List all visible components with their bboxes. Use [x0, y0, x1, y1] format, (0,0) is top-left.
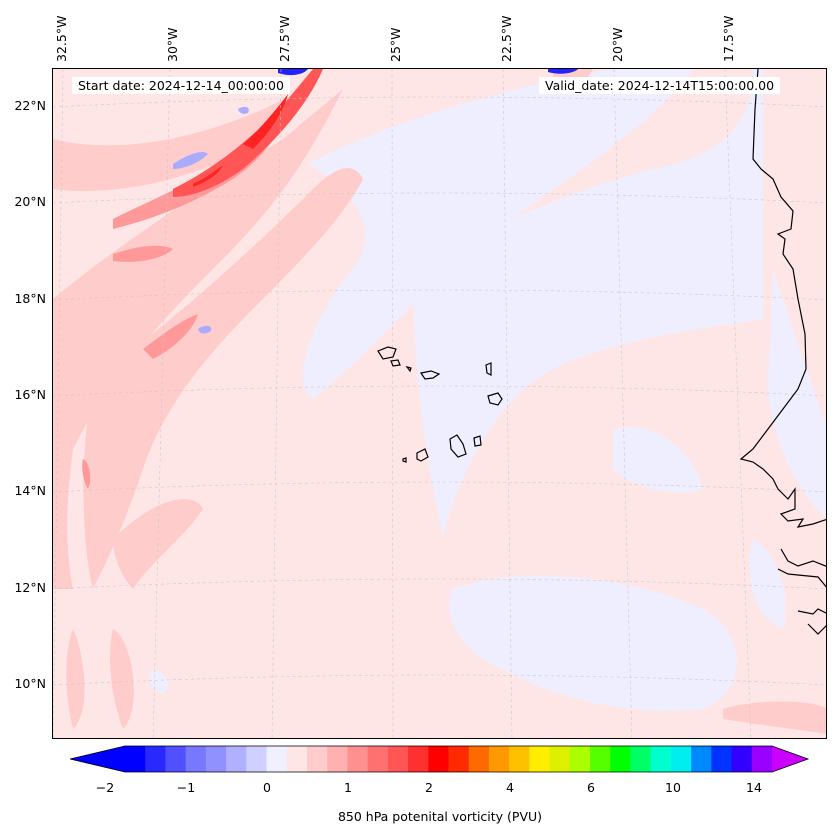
lon-label-20w: 20°W: [610, 27, 625, 62]
lat-label-12n: 12°N: [14, 580, 46, 595]
lat-label-20n: 20°N: [14, 194, 46, 209]
graticule: [53, 69, 826, 738]
colorbar-swatch: [246, 746, 268, 772]
colorbar-swatch: [731, 746, 753, 772]
colorbar-swatch: [691, 746, 712, 772]
colorbar-swatches: [125, 746, 773, 772]
colorbar-tick-2: 2: [425, 780, 433, 795]
lat-label-18n: 18°N: [14, 291, 46, 306]
colorbar-swatch: [205, 746, 227, 772]
colorbar-swatch: [650, 746, 672, 772]
lon-label-22-5w: 22.5°W: [499, 15, 514, 62]
valid-date-label: Valid_date: 2024-12-14T15:00:00.00: [539, 77, 781, 94]
colorbar-tick-neg1: −1: [176, 780, 196, 795]
colorbar-swatch: [327, 746, 348, 772]
pv-field-map: [53, 69, 826, 738]
colorbar-tick-4: 4: [506, 780, 514, 795]
colorbar-label: 850 hPa potenital vorticity (PVU): [337, 809, 543, 824]
colorbar-tick-10: 10: [665, 780, 681, 795]
colorbar-swatch: [549, 746, 571, 772]
colorbar-swatch: [529, 746, 551, 772]
lat-label-10n: 10°N: [14, 676, 46, 691]
strong-red-streak: [173, 69, 323, 197]
colorbar-swatch: [590, 746, 611, 772]
lon-label-30w: 30°W: [165, 27, 180, 62]
lon-label-17-5w: 17.5°W: [721, 15, 736, 62]
colorbar-swatch: [367, 746, 389, 772]
colorbar-swatch: [226, 746, 247, 772]
colorbar-swatch: [448, 746, 470, 772]
deep-blue-patch: [278, 69, 578, 76]
medium-red-streaks: [82, 109, 288, 489]
colorbar-tick-6: 6: [587, 780, 595, 795]
african-coastline: [739, 69, 826, 635]
colorbar-swatch: [125, 746, 146, 772]
colorbar-swatch: [610, 746, 631, 772]
colorbar-tick-neg2: −2: [95, 780, 115, 795]
pale-red-bands: [53, 69, 826, 734]
colorbar-swatch: [468, 746, 490, 772]
colorbar-swatch: [751, 746, 773, 772]
colorbar-tick-14: 14: [746, 780, 762, 795]
colorbar-outline: [70, 745, 810, 773]
lon-label-27-5w: 27.5°W: [277, 15, 292, 62]
deep-red-core: [193, 94, 288, 187]
colorbar-extend-low: [70, 746, 125, 772]
colorbar-swatch: [711, 746, 733, 772]
start-date-label: Start date: 2024-12-14_00:00:00: [72, 77, 290, 94]
colorbar-swatch: [630, 746, 652, 772]
colorbar-swatch: [509, 746, 530, 772]
blue-patches: [173, 106, 249, 334]
colorbar-tick-1: 1: [344, 780, 352, 795]
colorbar-swatch: [347, 746, 369, 772]
colorbar-swatch: [266, 746, 288, 772]
colorbar-swatch: [306, 746, 328, 772]
colorbar-tick-0: 0: [263, 780, 271, 795]
colorbar-swatch: [428, 746, 449, 772]
lat-label-16n: 16°N: [14, 387, 46, 402]
colorbar-swatch: [286, 746, 308, 772]
low-pv-areas: [150, 69, 826, 711]
colorbar-swatch: [569, 746, 591, 772]
colorbar-swatch: [408, 746, 429, 772]
colorbar-swatch: [387, 746, 409, 772]
cape-verde-islands: [377, 346, 503, 463]
colorbar-swatch: [145, 746, 166, 772]
lat-label-22n: 22°N: [14, 98, 46, 113]
map-panel: [52, 68, 827, 739]
lon-label-25w: 25°W: [388, 27, 403, 62]
colorbar-swatch: [165, 746, 187, 772]
lat-label-14n: 14°N: [14, 483, 46, 498]
lon-label-32-5w: 32.5°W: [54, 15, 69, 62]
colorbar-swatch: [185, 746, 207, 772]
colorbar-swatch: [488, 746, 510, 772]
colorbar: [70, 745, 810, 773]
colorbar-extend-high: [772, 746, 808, 772]
colorbar-swatch: [670, 746, 692, 772]
